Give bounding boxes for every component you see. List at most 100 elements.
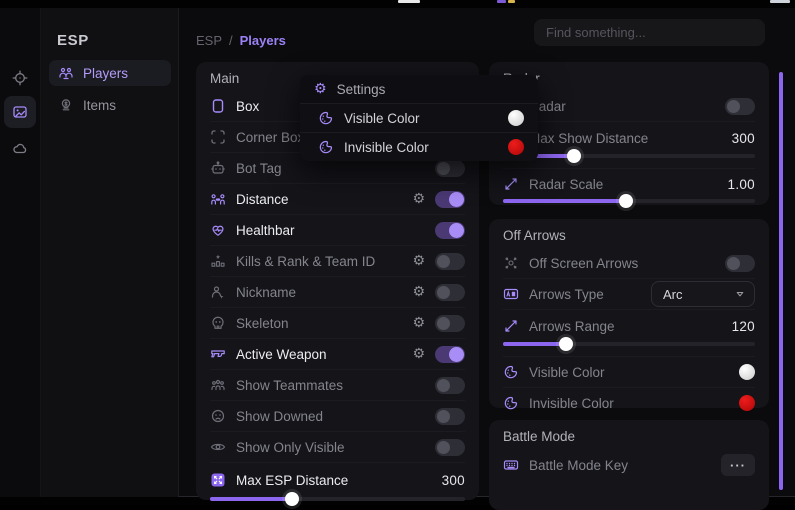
bot-tag-toggle[interactable] (435, 159, 465, 177)
healthbar-icon (210, 222, 226, 238)
sidebar-item-items[interactable]: Items (49, 92, 171, 118)
setting-row-visible-color: Visible Color (503, 356, 755, 387)
setting-value: 1.00 (727, 176, 755, 192)
setting-row-skeleton: Skeleton ⚙ (210, 307, 465, 338)
gear-icon[interactable]: ⚙ (412, 253, 425, 269)
gear-icon[interactable]: ⚙ (412, 191, 425, 207)
screen-artifact (508, 0, 515, 3)
setting-row-arrows-type: Arrows Type Arc (503, 278, 755, 309)
visible-color-swatch[interactable] (739, 364, 755, 380)
slider-thumb[interactable] (559, 337, 573, 351)
distance-toggle[interactable] (435, 190, 465, 208)
setting-row-max-show-distance: Max Show Distance 300 (503, 121, 755, 154)
skeleton-toggle[interactable] (435, 314, 465, 332)
popup-header: ⚙ Settings (300, 75, 538, 103)
palette-icon (318, 139, 334, 155)
setting-row-invisible-color: Invisible Color (503, 387, 755, 418)
invisible-color-swatch[interactable] (508, 139, 524, 155)
breadcrumb-current[interactable]: Players (239, 33, 286, 48)
active-weapon-toggle[interactable] (435, 345, 465, 363)
popup-title: Settings (336, 81, 386, 97)
setting-label: Off Screen Arrows (529, 255, 639, 271)
setting-label: Arrows Type (529, 286, 604, 302)
aim-tab-button[interactable] (4, 62, 36, 94)
setting-row-active-weapon: Active Weapon ⚙ (210, 338, 465, 369)
nickname-toggle[interactable] (435, 283, 465, 301)
setting-row-radar: Radar (503, 91, 755, 121)
setting-value: 300 (441, 472, 465, 488)
setting-label: Show Only Visible (236, 439, 345, 455)
esp-sidebar: ESP Players Items (40, 8, 178, 497)
max-esp-distance-slider[interactable] (210, 492, 465, 506)
setting-row-show-only-visible: Show Only Visible (210, 431, 465, 462)
slider-thumb[interactable] (619, 194, 634, 208)
show-downed-toggle[interactable] (435, 407, 465, 425)
radar-scale-slider[interactable] (503, 194, 755, 208)
palette-icon (503, 364, 519, 380)
panel-title: Radar (503, 62, 755, 91)
search-input[interactable] (534, 19, 765, 46)
active-weapon-icon (210, 346, 226, 362)
players-icon (58, 65, 74, 81)
setting-label: Skeleton (236, 315, 289, 331)
slider-thumb[interactable] (284, 492, 299, 506)
off-screen-arrows-toggle[interactable] (725, 254, 755, 272)
show-teammates-icon (210, 377, 226, 393)
items-icon (58, 97, 74, 113)
select-value: Arc (663, 286, 683, 302)
panel-title: Main (210, 71, 240, 86)
setting-label: Nickname (236, 284, 297, 300)
chevron-down-icon (735, 289, 745, 299)
visuals-tab-button[interactable] (4, 96, 36, 128)
distance-icon (210, 191, 226, 207)
icon-rail (0, 8, 40, 497)
cloud-icon (12, 140, 28, 156)
sidebar-item-players[interactable]: Players (49, 60, 171, 86)
slider-thumb[interactable] (566, 149, 581, 163)
gear-icon[interactable]: ⚙ (412, 315, 425, 331)
popup-item-invisible-color[interactable]: Invisible Color (300, 132, 538, 161)
bot-tag-icon (210, 160, 226, 176)
setting-label: Visible Color (529, 364, 605, 380)
gear-icon[interactable]: ⚙ (412, 284, 425, 300)
gear-icon[interactable]: ⚙ (412, 346, 425, 362)
gear-icon: ⚙ (314, 81, 327, 97)
screen-artifact (398, 0, 420, 3)
setting-label: Corner Box (236, 129, 305, 145)
battle-mode-key-button[interactable]: ··· (721, 454, 755, 476)
off-arrows-panel: Off Arrows Off Screen Arrows Arrows Type… (489, 219, 769, 411)
max-show-distance-slider[interactable] (503, 149, 755, 163)
palette-icon (503, 395, 519, 411)
show-teammates-toggle[interactable] (435, 376, 465, 394)
crosshair-icon (12, 70, 28, 86)
breadcrumb-separator: / (229, 33, 233, 48)
sidebar-item-label: Players (83, 65, 129, 81)
gallery-icon (12, 104, 28, 120)
setting-row-distance: Distance ⚙ (210, 183, 465, 214)
screen-artifact (770, 0, 790, 3)
healthbar-toggle[interactable] (435, 221, 465, 239)
setting-label: Kills & Rank & Team ID (236, 253, 376, 269)
show-only-visible-toggle[interactable] (435, 438, 465, 456)
setting-row-healthbar: Healthbar (210, 214, 465, 245)
setting-label: Max ESP Distance (236, 472, 349, 488)
breadcrumb-root[interactable]: ESP (196, 33, 223, 48)
arrows-type-select[interactable]: Arc (651, 281, 755, 307)
setting-label: Bot Tag (236, 160, 282, 176)
popup-item-visible-color[interactable]: Visible Color (300, 103, 538, 132)
arrows-range-icon (503, 318, 519, 334)
setting-row-kills-rank: Kills & Rank & Team ID ⚙ (210, 245, 465, 276)
breadcrumb: ESP / Players (196, 33, 286, 48)
show-only-visible-icon (210, 439, 226, 455)
visible-color-swatch[interactable] (508, 110, 524, 126)
kills-rank-toggle[interactable] (435, 252, 465, 270)
scrollbar[interactable] (779, 72, 783, 490)
popup-item-label: Invisible Color (344, 139, 429, 155)
screen-artifact (497, 0, 506, 3)
invisible-color-swatch[interactable] (739, 395, 755, 411)
arrows-range-slider[interactable] (503, 337, 755, 351)
cloud-tab-button[interactable] (4, 132, 36, 164)
radar-toggle[interactable] (725, 97, 755, 115)
setting-value: 300 (731, 130, 755, 146)
